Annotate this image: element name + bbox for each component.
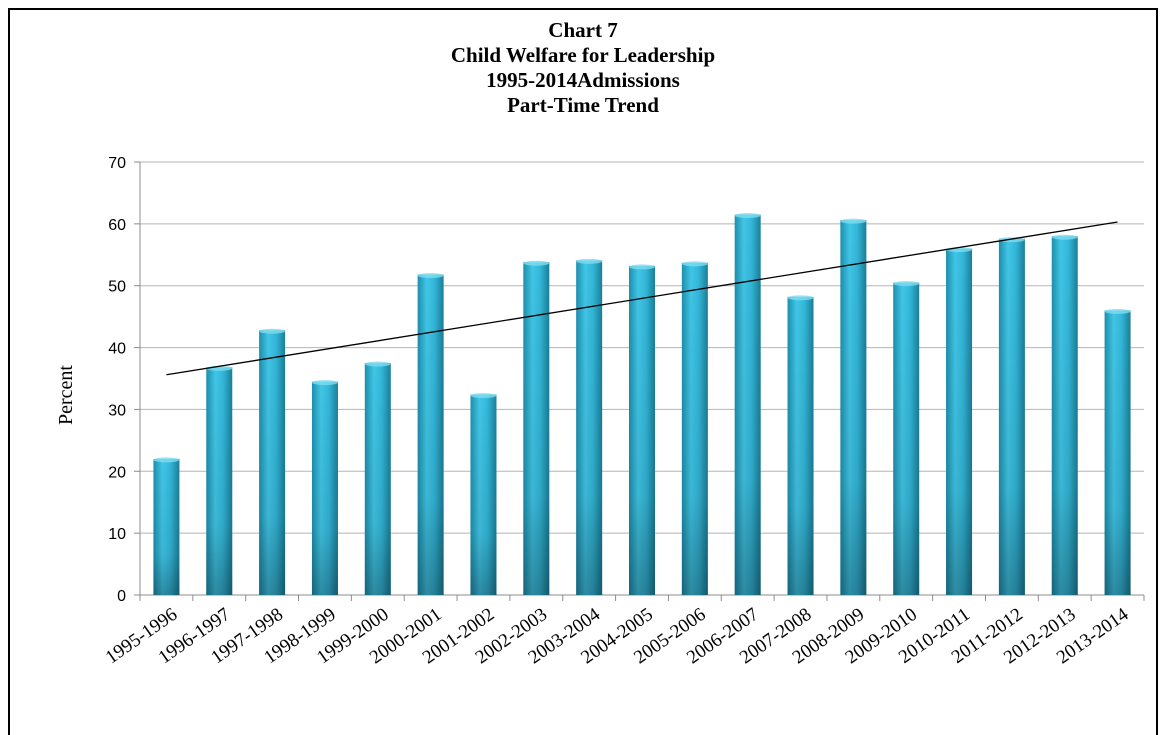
y-tick-label: 10 (108, 526, 126, 543)
bar (417, 273, 444, 595)
y-tick-label: 40 (108, 341, 126, 358)
bar (840, 218, 867, 595)
y-axis-label: Percent (55, 365, 77, 425)
chart-title: Chart 7 Child Welfare for Leadership 199… (0, 18, 1166, 118)
bar (998, 237, 1025, 595)
bar (153, 457, 180, 595)
y-tick-label: 70 (108, 155, 126, 172)
bar (470, 393, 497, 595)
bar (259, 328, 286, 595)
bar (893, 281, 920, 595)
bar (523, 260, 550, 595)
bar (946, 247, 973, 595)
bar (787, 295, 814, 595)
trendline (166, 221, 1118, 376)
title-line-2: Child Welfare for Leadership (450, 43, 716, 67)
bar (629, 264, 655, 595)
bar (364, 361, 391, 595)
title-line-3: 1995-2014Admissions (486, 68, 680, 92)
bar (734, 213, 761, 596)
title-line-4: Part-Time Trend (507, 93, 659, 117)
bar (206, 365, 233, 595)
bar (576, 258, 603, 595)
y-tick-label: 30 (108, 402, 126, 419)
y-tick-label: 0 (117, 588, 126, 605)
title-line-1: Chart 7 (548, 18, 618, 42)
y-tick-label: 60 (108, 217, 126, 234)
bar (1051, 234, 1078, 595)
y-tick-label: 20 (108, 464, 126, 481)
y-tick-label: 50 (108, 279, 126, 296)
bar (681, 261, 708, 595)
bar (1104, 308, 1131, 595)
bar (311, 380, 338, 595)
